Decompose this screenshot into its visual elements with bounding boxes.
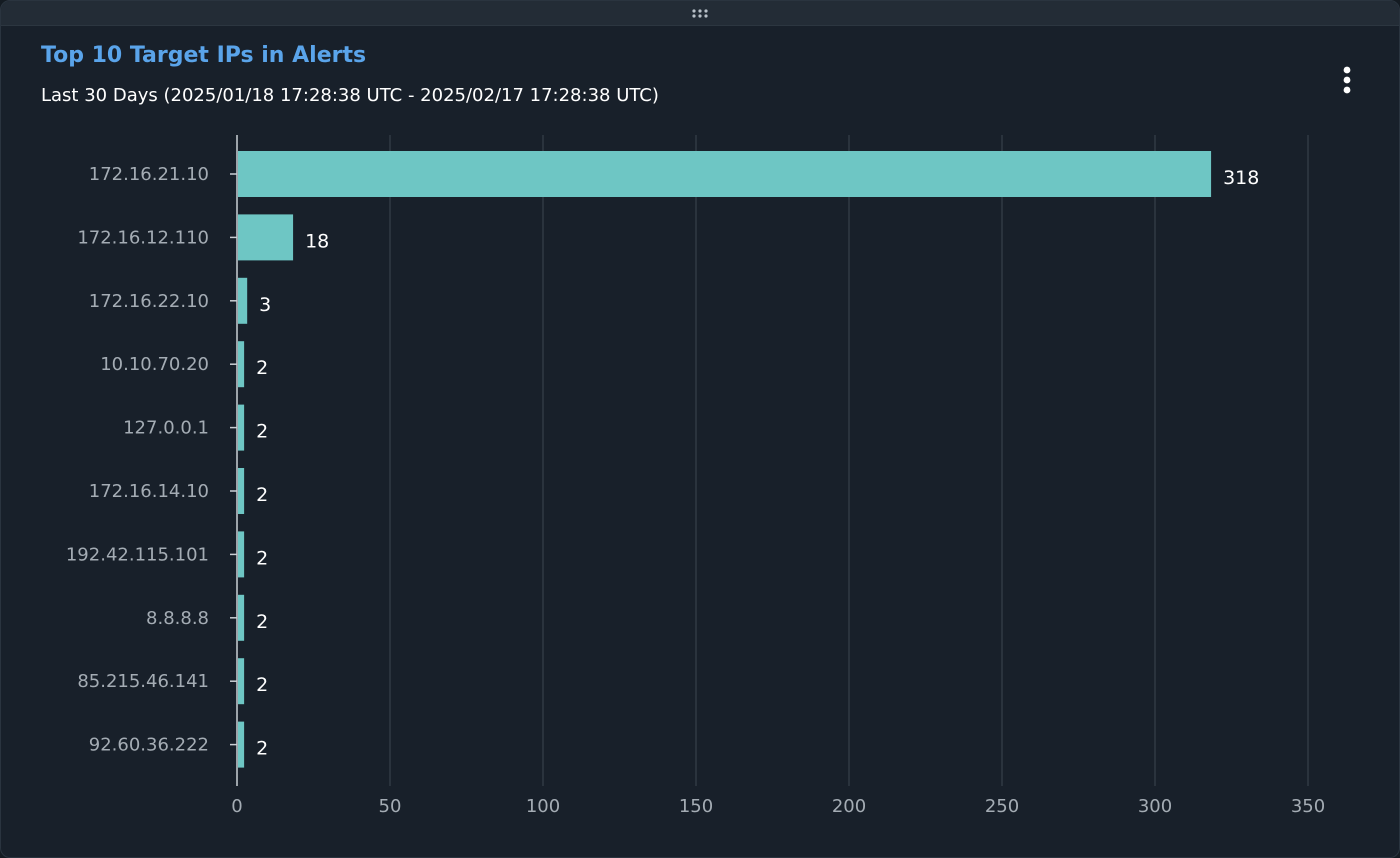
bar-value-label: 2 bbox=[256, 484, 268, 506]
bar bbox=[238, 214, 294, 261]
bar bbox=[238, 594, 245, 641]
bar-value-label: 2 bbox=[256, 738, 268, 760]
x-tick-label: 300 bbox=[1138, 796, 1172, 817]
bar-value-label: 2 bbox=[256, 421, 268, 443]
bar bbox=[238, 404, 245, 451]
more-vertical-icon bbox=[1343, 66, 1351, 94]
y-category-label: 92.60.36.222 bbox=[89, 735, 209, 756]
x-tick-label: 350 bbox=[1291, 796, 1325, 817]
y-category-label: 192.42.115.101 bbox=[66, 544, 209, 565]
y-category-label: 172.16.12.110 bbox=[77, 227, 209, 248]
bar-value-label: 318 bbox=[1223, 167, 1259, 189]
x-tick-label: 150 bbox=[679, 796, 713, 817]
y-category-label: 8.8.8.8 bbox=[146, 608, 209, 629]
bar bbox=[238, 341, 245, 388]
chart-title: Top 10 Target IPs in Alerts bbox=[41, 43, 367, 68]
bar bbox=[238, 468, 245, 514]
x-tick-label: 50 bbox=[379, 796, 402, 817]
y-category-label: 85.215.46.141 bbox=[77, 671, 209, 692]
chart-subtitle: Last 30 Days (2025/01/18 17:28:38 UTC - … bbox=[41, 85, 659, 106]
bar-value-label: 2 bbox=[256, 674, 268, 696]
drag-handle-icon[interactable] bbox=[691, 8, 709, 18]
bar bbox=[238, 277, 248, 324]
bar bbox=[238, 721, 245, 768]
bar bbox=[238, 151, 1212, 197]
x-tick-label: 200 bbox=[832, 796, 866, 817]
bar bbox=[238, 658, 245, 705]
x-tick-label: 0 bbox=[231, 796, 242, 817]
panel-drag-bar[interactable] bbox=[1, 1, 1399, 26]
y-category-label: 127.0.0.1 bbox=[123, 418, 209, 439]
bar-value-label: 2 bbox=[256, 357, 268, 379]
bar-value-label: 3 bbox=[259, 294, 271, 316]
y-category-label: 172.16.22.10 bbox=[89, 291, 209, 312]
y-category-label: 172.16.14.10 bbox=[89, 481, 209, 502]
bar-value-label: 2 bbox=[256, 611, 268, 633]
y-category-label: 10.10.70.20 bbox=[100, 354, 209, 375]
panel-menu-button[interactable] bbox=[1331, 61, 1363, 101]
y-category-label: 172.16.21.10 bbox=[89, 164, 209, 185]
bar bbox=[238, 531, 245, 578]
bar-value-label: 18 bbox=[305, 230, 329, 252]
x-tick-label: 100 bbox=[526, 796, 560, 817]
x-tick-label: 250 bbox=[985, 796, 1019, 817]
bar-value-label: 2 bbox=[256, 547, 268, 569]
